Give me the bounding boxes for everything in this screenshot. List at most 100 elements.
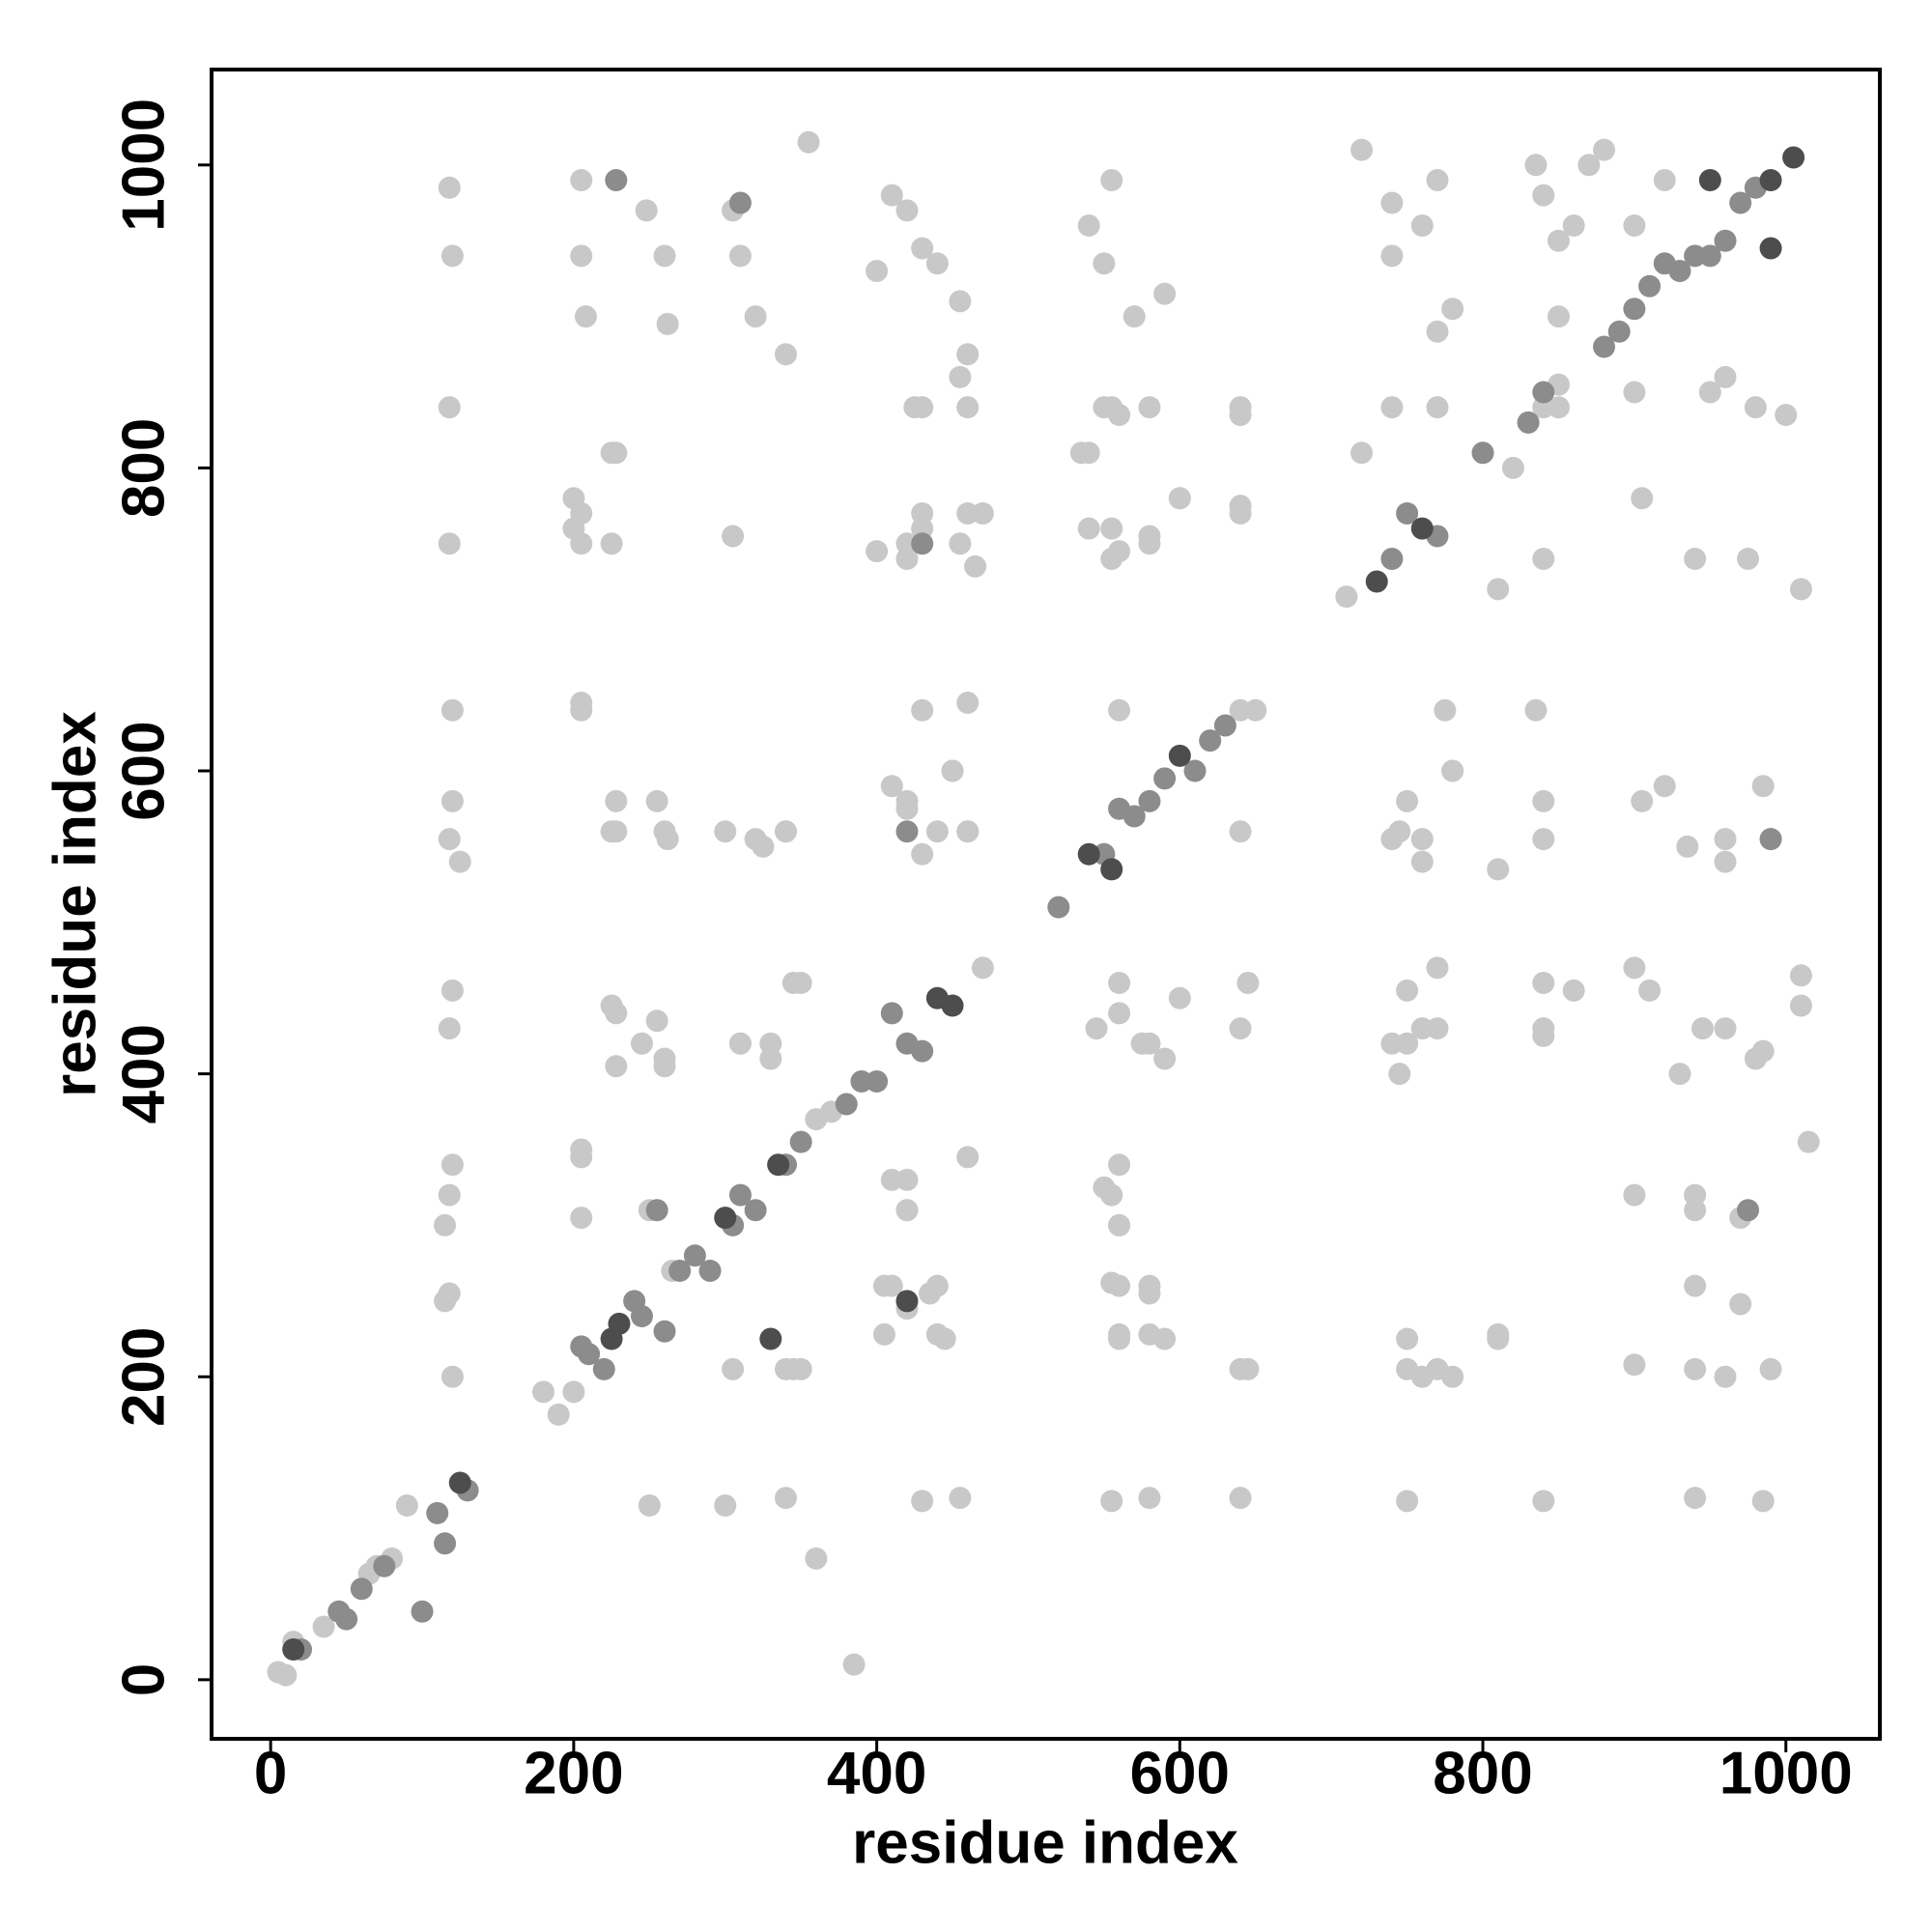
point	[1380, 396, 1404, 419]
point	[1759, 1357, 1782, 1380]
y-axis-title: residue index	[42, 711, 108, 1097]
point	[1532, 789, 1555, 812]
point	[570, 1138, 593, 1161]
point	[335, 1607, 358, 1631]
point	[653, 1320, 676, 1343]
point	[1759, 168, 1782, 191]
point	[1236, 972, 1260, 995]
point	[1153, 1047, 1177, 1070]
point	[1108, 1153, 1131, 1177]
point	[1410, 828, 1434, 851]
x-tick-label: 1000	[1719, 1740, 1853, 1806]
point	[1069, 441, 1093, 465]
point	[1775, 404, 1798, 427]
point	[1524, 154, 1548, 177]
point	[668, 1259, 692, 1282]
point	[911, 532, 934, 555]
point	[1684, 547, 1707, 570]
point	[1138, 396, 1161, 419]
point	[752, 835, 775, 858]
point	[1396, 1327, 1419, 1350]
plot-frame	[210, 68, 1882, 1741]
point	[797, 130, 820, 154]
point	[653, 1047, 676, 1070]
point	[448, 1471, 471, 1494]
point	[1410, 517, 1434, 540]
point	[440, 979, 464, 1002]
point	[1623, 1353, 1646, 1377]
point	[1100, 858, 1123, 881]
point	[1653, 775, 1676, 798]
point	[895, 199, 919, 222]
point	[1229, 1487, 1252, 1510]
point	[895, 1199, 919, 1222]
point	[866, 260, 889, 283]
point	[1441, 298, 1464, 321]
point	[1380, 191, 1404, 214]
point	[744, 305, 767, 328]
point	[630, 1305, 653, 1328]
point	[440, 789, 464, 812]
point	[1623, 1183, 1646, 1207]
point	[1108, 972, 1131, 995]
point	[1751, 775, 1775, 798]
point	[438, 1183, 461, 1207]
point	[1789, 994, 1812, 1017]
point	[1471, 441, 1494, 465]
point	[1168, 487, 1191, 510]
point	[789, 1130, 812, 1153]
point	[1698, 381, 1721, 404]
point	[1668, 260, 1691, 283]
point	[570, 244, 593, 268]
x-tick-label: 800	[1433, 1740, 1532, 1806]
point	[1501, 456, 1524, 479]
point	[1623, 956, 1646, 980]
point	[722, 525, 745, 548]
point	[1426, 1017, 1449, 1040]
point	[835, 1093, 858, 1116]
point	[911, 1490, 934, 1513]
point	[880, 1002, 903, 1025]
point	[1199, 729, 1222, 753]
point	[880, 184, 903, 207]
point	[1759, 828, 1782, 851]
x-tick-label: 0	[254, 1740, 287, 1806]
point	[438, 532, 461, 555]
point	[1108, 1322, 1131, 1346]
point	[683, 1244, 706, 1267]
x-tick-label: 600	[1130, 1740, 1230, 1806]
point	[1380, 244, 1404, 268]
point	[274, 1663, 298, 1687]
point	[956, 1146, 980, 1169]
point	[1684, 1274, 1707, 1297]
point	[1396, 1357, 1419, 1380]
point	[728, 1183, 752, 1207]
point	[1229, 404, 1252, 427]
point	[282, 1637, 305, 1661]
point	[600, 441, 623, 465]
point	[1138, 789, 1161, 812]
point	[866, 540, 889, 563]
point	[1168, 986, 1191, 1009]
point	[789, 972, 812, 995]
point	[1138, 1487, 1161, 1510]
point	[1593, 138, 1616, 161]
point	[1108, 698, 1131, 722]
point	[949, 365, 972, 388]
point	[645, 1199, 668, 1222]
point	[781, 1357, 805, 1380]
point	[312, 1615, 335, 1638]
point	[949, 290, 972, 313]
point	[1077, 517, 1100, 540]
point	[1698, 168, 1721, 191]
point	[1638, 979, 1662, 1002]
point	[1434, 698, 1457, 722]
point	[925, 252, 949, 275]
point	[1388, 1063, 1411, 1086]
point	[578, 1343, 601, 1366]
point	[1714, 229, 1737, 252]
point	[592, 1357, 615, 1380]
point	[653, 244, 676, 268]
